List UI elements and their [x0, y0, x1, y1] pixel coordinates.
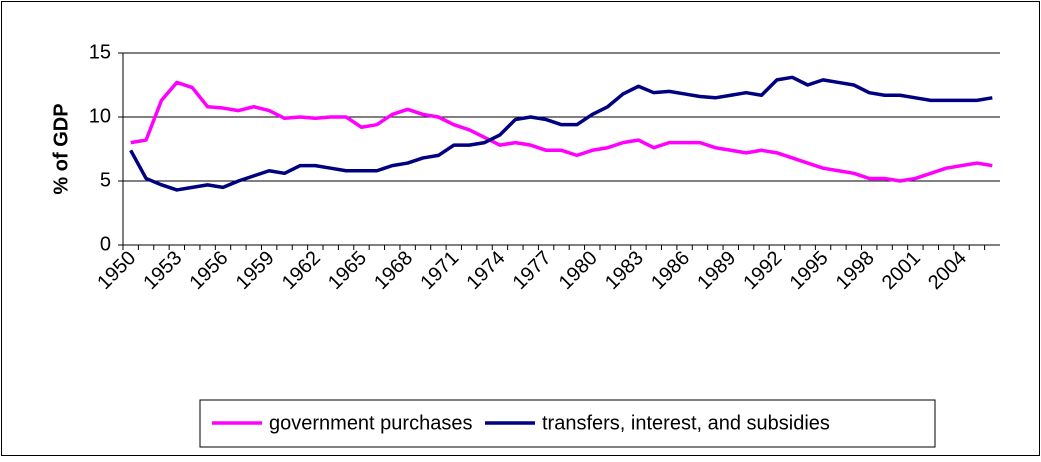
line [130, 80, 993, 183]
legend-box [199, 399, 936, 448]
y-axis-label: % of GDP [50, 103, 72, 194]
legend-label: government purchases [269, 412, 472, 434]
legend-label: transfers, interest, and subsidies [542, 412, 830, 434]
y-tick-label: 5 [100, 169, 111, 191]
y-tick-label: 10 [89, 105, 111, 127]
line [129, 75, 993, 192]
y-tick-label: 0 [100, 233, 111, 255]
y-tick-label: 15 [89, 41, 111, 63]
